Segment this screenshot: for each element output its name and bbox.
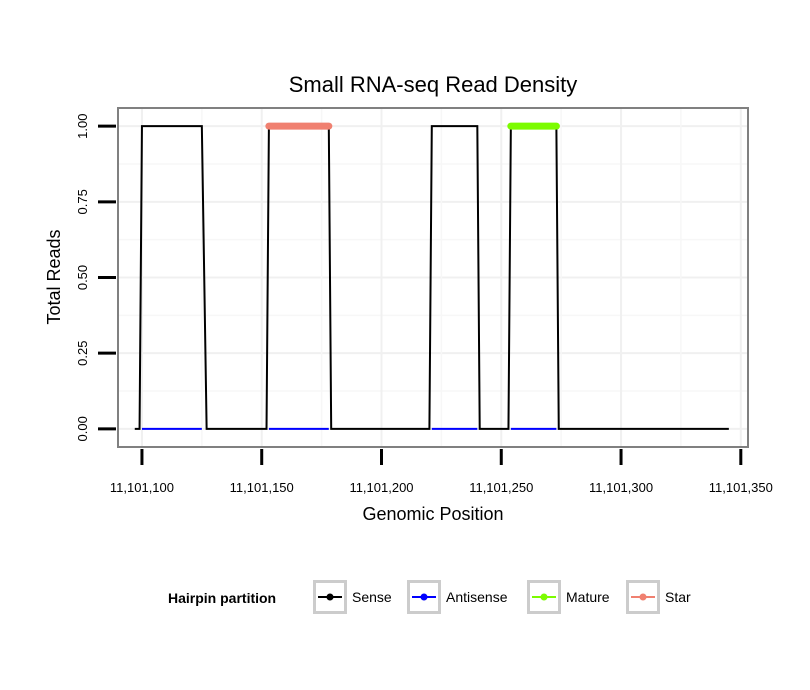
legend-dot-sense (326, 593, 334, 601)
legend-dot-mature (540, 593, 548, 601)
x-tick-label: 11,101,300 (589, 480, 653, 495)
y-axis: 0.00 0.25 0.50 0.75 1.00 (75, 114, 116, 441)
y-tick-label: 0.50 (75, 265, 90, 290)
y-tick-label: 1.00 (75, 114, 90, 139)
x-axis: 11,101,100 11,101,150 11,101,200 11,101,250… (110, 449, 773, 495)
x-tick-label: 11,101,100 (110, 480, 174, 495)
legend-dot-antisense (420, 593, 428, 601)
grid (118, 108, 748, 447)
legend-label-star: Star (665, 589, 691, 605)
y-axis-title: Total Reads (44, 229, 64, 324)
x-axis-title: Genomic Position (362, 504, 503, 524)
legend-label-sense: Sense (352, 589, 392, 605)
x-tick-label: 11,101,250 (469, 480, 533, 495)
x-tick-label: 11,101,150 (230, 480, 294, 495)
y-tick-label: 0.00 (75, 416, 90, 441)
y-tick-label: 0.25 (75, 341, 90, 366)
x-tick-label: 11,101,200 (349, 480, 413, 495)
legend-title: Hairpin partition (168, 590, 276, 606)
legend: Hairpin partition Sense Antisense Mature St… (168, 580, 691, 614)
plot-border (117, 107, 749, 448)
chart-title: Small RNA-seq Read Density (289, 72, 578, 97)
legend-label-mature: Mature (566, 589, 610, 605)
y-tick-label: 0.75 (75, 189, 90, 214)
series-layer (134, 122, 729, 430)
legend-dot-star (639, 593, 647, 601)
legend-label-antisense: Antisense (446, 589, 508, 605)
x-tick-label: 11,101,350 (709, 480, 773, 495)
